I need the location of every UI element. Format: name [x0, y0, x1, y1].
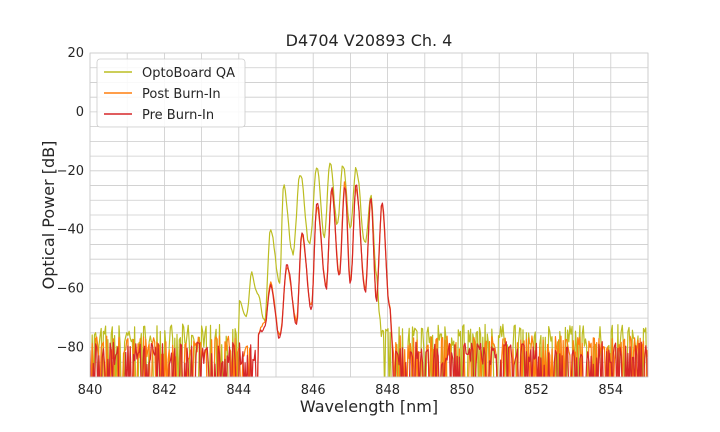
x-tick-label: 844	[226, 383, 251, 398]
y-tick-labels: 20 0 −20 −40 −60 −80	[57, 46, 84, 356]
x-tick-label: 854	[598, 383, 623, 398]
x-tick-label: 840	[78, 383, 103, 398]
plot-frame	[89, 52, 649, 378]
legend: OptoBoard QA Post Burn-In Pre Burn-In	[96, 58, 246, 128]
x-tick-label: 850	[450, 383, 475, 398]
y-tick-label: −80	[57, 341, 84, 356]
x-tick-labels: 840 842 844 846 848 850 852 854	[78, 383, 624, 398]
y-axis-label: Optical Power [dB]	[39, 141, 58, 290]
x-axis-label: Wavelength [nm]	[300, 397, 438, 416]
x-tick-label: 852	[524, 383, 549, 398]
chart-title: D4704 V20893 Ch. 4	[286, 31, 453, 50]
x-tick-label: 846	[301, 383, 326, 398]
y-tick-label: −40	[57, 223, 84, 238]
x-tick-label: 848	[375, 383, 400, 398]
legend-label-pre-burn-in: Pre Burn-In	[142, 108, 214, 123]
x-tick-label: 842	[152, 383, 177, 398]
y-tick-label: −20	[57, 164, 84, 179]
series-line-pre-burn-in	[90, 184, 648, 377]
legend-label-post-burn-in: Post Burn-In	[142, 87, 221, 102]
y-tick-label: 0	[76, 105, 84, 120]
y-tick-label: 20	[67, 46, 84, 61]
plot-series	[90, 162, 648, 377]
y-tick-label: −60	[57, 282, 84, 297]
legend-label-optoboard-qa: OptoBoard QA	[142, 66, 235, 81]
legend-box	[96, 58, 246, 128]
